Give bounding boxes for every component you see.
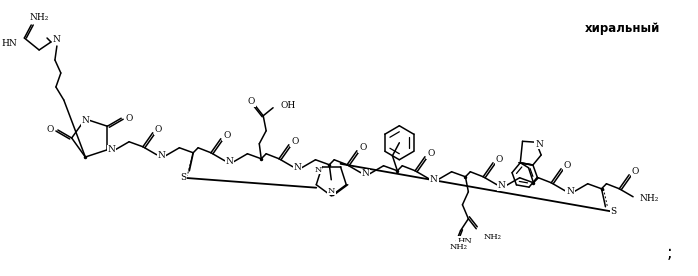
Text: N: N [158, 151, 165, 160]
Text: S: S [610, 207, 616, 216]
Text: O: O [427, 149, 435, 158]
Text: N: N [294, 163, 302, 172]
Text: NH₂: NH₂ [483, 233, 501, 241]
Text: O: O [496, 155, 503, 164]
Text: N: N [498, 181, 506, 190]
Text: OH: OH [281, 101, 296, 110]
Text: O: O [248, 97, 255, 106]
Text: NH₂: NH₂ [29, 14, 49, 23]
Text: HN: HN [457, 237, 472, 245]
Text: O: O [155, 125, 163, 134]
Text: N: N [430, 175, 438, 184]
Text: HN: HN [1, 39, 17, 49]
Text: S: S [180, 173, 186, 182]
Text: N: N [107, 145, 115, 154]
Text: O: O [46, 126, 54, 134]
Text: N: N [53, 36, 61, 44]
Text: NH₂: NH₂ [450, 243, 468, 251]
Text: O: O [632, 167, 639, 176]
Text: N: N [314, 166, 322, 174]
Text: O: O [291, 137, 299, 146]
Text: хиральный: хиральный [584, 22, 660, 35]
Text: ;: ; [667, 244, 673, 262]
Text: N: N [362, 169, 370, 178]
Text: N: N [82, 116, 89, 126]
Text: O: O [359, 143, 366, 152]
Text: N: N [566, 187, 574, 196]
Text: N: N [535, 140, 543, 149]
Text: O: O [126, 114, 133, 123]
Text: NH₂: NH₂ [640, 194, 660, 203]
Text: N: N [225, 157, 234, 166]
Text: N: N [327, 187, 335, 195]
Text: O: O [223, 131, 230, 140]
Text: O: O [563, 161, 571, 170]
